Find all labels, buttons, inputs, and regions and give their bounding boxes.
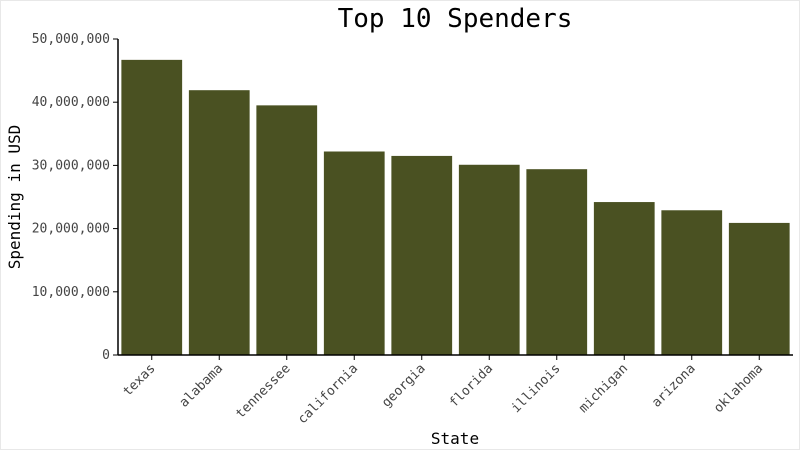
bar-alabama <box>188 90 250 355</box>
x-tick-label: arizona <box>649 361 698 410</box>
y-tick-label: 0 <box>102 348 110 363</box>
x-tick-label: michigan <box>576 361 631 416</box>
bar-tennessee <box>256 105 318 355</box>
bar-texas <box>121 59 183 356</box>
x-axis-title: State <box>431 429 479 448</box>
x-tick-label: texas <box>120 361 158 399</box>
y-axis-title: Spending in USD <box>5 125 24 270</box>
bar-california <box>323 151 385 355</box>
bar-oklahoma <box>728 222 790 355</box>
bar-illinois <box>526 169 588 355</box>
y-tick-label: 20,000,000 <box>32 222 110 237</box>
x-tick-label: oklahoma <box>711 361 766 416</box>
bars-group <box>121 59 790 356</box>
x-tick-label: georgia <box>379 361 428 410</box>
x-tick-label: california <box>295 361 361 427</box>
bar-florida <box>458 164 520 355</box>
y-tick-label: 40,000,000 <box>32 95 110 110</box>
x-tick-label: alabama <box>177 361 226 410</box>
y-tick-label: 30,000,000 <box>32 158 110 173</box>
bar-arizona <box>661 210 723 355</box>
x-tick-label: illinois <box>509 361 564 416</box>
y-axis: 0 10,000,000 20,000,000 30,000,000 40,000,00… <box>32 32 119 363</box>
y-tick-label: 10,000,000 <box>32 285 110 300</box>
y-tick-label: 50,000,000 <box>32 32 110 47</box>
bar-georgia <box>391 155 453 355</box>
x-axis: texas alabama tennessee california georgia fl… <box>118 354 793 427</box>
bar-michigan <box>593 202 655 355</box>
chart-title: Top 10 Spenders <box>338 4 573 34</box>
x-tick-label: florida <box>447 361 496 410</box>
x-tick-label: tennessee <box>233 361 294 422</box>
